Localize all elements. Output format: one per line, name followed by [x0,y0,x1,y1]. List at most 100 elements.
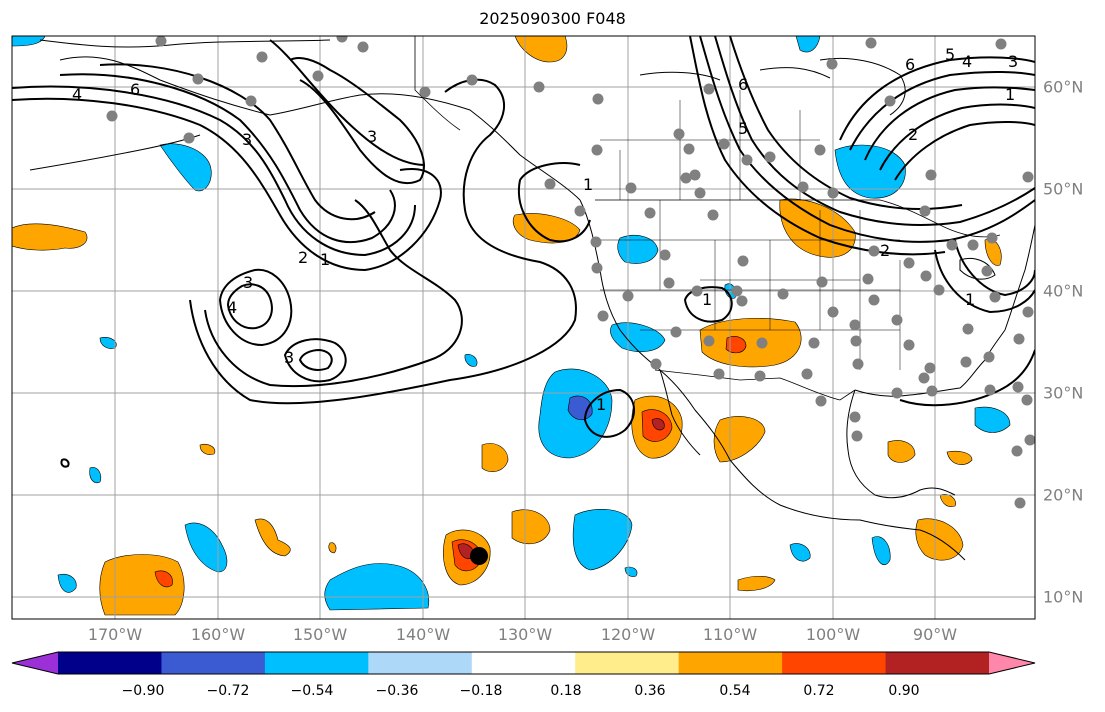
contour-loop-1 [289,57,425,185]
colorbar-tick-label: 0.90 [888,683,920,699]
contour-ne-2 [849,70,1035,151]
orange-patch-gulf [887,440,916,463]
blue-patch-pacific-5 [89,467,102,484]
colorbar-segment [58,652,162,674]
blue-patch-pacific-6 [789,543,811,562]
contour-label-group: 4 6 3 3 2 1 3 4 3 1 1 6 5 6 5 4 3 2 2 1 … [72,45,1018,414]
orange-patch-small-3 [199,443,216,455]
contour-west-3 [59,73,396,244]
blue-patch-pacific-4 [57,573,77,593]
lat-label: 50°N [1043,179,1084,199]
lon-label: 170°W [87,625,143,644]
contour-south-1 [899,349,1035,407]
hudson-bay [819,57,906,116]
blue-patch-central-am [871,536,891,565]
contour-ne-5 [894,120,1035,181]
contour-west-2 [12,85,416,257]
blue-patch-small-2 [464,354,478,367]
contour-1-loop-offshore [583,388,635,438]
contour-label: 6 [905,55,915,74]
contour-inner-3 [283,338,347,383]
lon-label: 110°W [702,625,758,644]
north-coast [39,39,331,48]
contour-big-1 [189,78,577,405]
contour-inner-2 [226,283,273,330]
map-frame [11,35,1036,620]
canada-islands [639,67,831,81]
contour-label: 1 [320,250,330,269]
colorbar-segment [782,652,887,674]
lon-label: 100°W [805,625,861,644]
mexico-coast [729,459,966,561]
contour-ne-4 [879,103,1035,171]
contour-label: 4 [962,52,972,71]
colorbar-extend-left [12,652,58,674]
alaska-coast [59,56,581,201]
blue-patch-pacific-1 [572,509,633,571]
contour-label: 1 [596,395,606,414]
contour-label: 1 [702,290,712,309]
orange-patch-pacific-2 [511,509,551,545]
coastlines [29,39,1035,561]
orange-patch-gulf-2 [946,450,973,465]
contour-coast [517,162,591,243]
aleutians [29,134,201,171]
blue-patch-atlantic [974,406,1011,433]
orange-patch-pacific-1 [481,443,509,473]
west-coast-us [579,199,731,461]
contour-east-jet-3 [729,36,963,211]
contour-label: 5 [738,119,748,138]
contour-label: 3 [243,273,253,292]
contour-label: 5 [945,45,955,64]
blue-patch-pacific-2 [324,563,430,611]
contour-label: 3 [242,130,252,149]
contour-east-jet-1 [699,36,1035,243]
contour-label: 2 [298,248,308,267]
contour-se-loop [954,239,1035,297]
colorbar-tick-label: −0.90 [121,683,165,699]
colorbar-segment [264,652,369,674]
orange-patch-southwest [699,318,802,368]
blue-patch-alaska [159,143,212,192]
contour-label: 4 [227,298,237,317]
orange-patch-west [12,223,88,251]
shaded-fields [12,36,1011,616]
orange-patch-top [514,36,568,63]
contour-label: 1 [583,175,593,194]
contour-label: 2 [908,125,918,144]
contour-east-jet-2 [714,36,1035,226]
lat-label: 60°N [1043,77,1084,97]
orange-patch-mexico [713,416,766,463]
colorbar-tick-label: −0.54 [290,683,334,699]
orange-patch-pacific-5 [328,542,337,554]
contour-label: 1 [965,290,975,309]
contour-loop-2 [269,39,426,166]
contour-label: 3 [367,127,377,146]
contour-hawaii [60,458,70,468]
cyclone-center-marker [470,547,488,565]
lat-label: 30°N [1043,383,1084,403]
state-borders [600,90,901,370]
map-title: 2025090300 F048 [479,9,626,28]
alaska-border [414,36,461,131]
mexico-gulf [846,389,956,499]
lon-label: 140°W [395,625,451,644]
baja [659,369,701,456]
colorbar-segment [885,652,990,674]
red-core-pacific-3 [154,570,173,588]
contour-label: 3 [1008,52,1018,71]
contour-label: 3 [284,348,294,367]
contour-label: 6 [738,75,748,94]
colorbar-segment [368,652,473,674]
lon-label: 160°W [190,625,246,644]
contour-west-4 [99,63,376,221]
colorbar-tick-label: −0.36 [375,683,419,699]
lat-label: 20°N [1043,485,1084,505]
contour-label: 4 [72,85,82,104]
orange-patch-pacific-3 [99,554,185,616]
orange-patch-pacific-4 [254,518,291,557]
contour-lines [12,36,1035,468]
colorbar-segment [575,652,680,674]
lon-label: 90°W [912,625,958,644]
